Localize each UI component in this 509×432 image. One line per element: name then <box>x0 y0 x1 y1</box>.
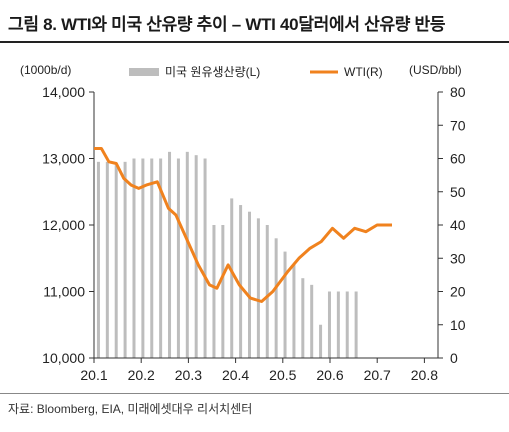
production-bar <box>221 225 225 358</box>
production-bar <box>345 291 349 358</box>
wti-line <box>94 147 392 303</box>
right-tick-label: 50 <box>450 184 466 200</box>
production-bar <box>265 225 269 358</box>
production-bar <box>319 324 323 358</box>
x-tick-label: 20.7 <box>364 367 391 383</box>
left-axis-unit: (1000b/d) <box>20 63 71 77</box>
production-bar <box>310 284 314 358</box>
left-tick-label: 11,000 <box>43 284 85 300</box>
production-bar <box>301 278 305 358</box>
production-bar <box>168 151 172 358</box>
x-tick-label: 20.3 <box>175 367 202 383</box>
production-bar <box>274 238 278 358</box>
production-bar <box>123 161 127 358</box>
right-tick-label: 10 <box>450 317 466 333</box>
production-bar <box>354 291 358 358</box>
production-bar <box>336 291 340 358</box>
right-tick-label: 30 <box>450 250 466 266</box>
source-divider <box>0 393 509 394</box>
production-bar <box>132 158 136 358</box>
x-tick-label: 20.5 <box>269 367 296 383</box>
legend-line-label: WTI(R) <box>344 65 383 79</box>
production-bar <box>185 151 189 358</box>
x-tick-label: 20.8 <box>411 367 438 383</box>
right-tick-label: 70 <box>450 117 466 133</box>
chart-title-row: 그림 8. WTI와 미국 산유량 추이 – WTI 40달러에서 산유량 반등 <box>0 0 509 44</box>
title-divider <box>0 41 509 43</box>
x-tick-label: 20.2 <box>128 367 155 383</box>
production-bar <box>96 161 100 358</box>
source-note: 자료: Bloomberg, EIA, 미래에셋대우 리서치센터 <box>8 402 253 416</box>
legend-bar-label: 미국 원유생산량(L) <box>165 65 260 79</box>
x-tick-label: 20.4 <box>222 367 249 383</box>
left-tick-label: 13,000 <box>42 151 85 167</box>
production-bar <box>176 158 180 358</box>
production-bar <box>256 218 260 358</box>
production-bar <box>327 291 331 358</box>
x-tick-label: 20.6 <box>316 367 343 383</box>
right-tick-label: 40 <box>450 217 466 233</box>
right-tick-label: 20 <box>450 284 466 300</box>
production-bar <box>159 158 163 358</box>
chart: (1000b/d) (USD/bbl) 미국 원유생산량(L) WTI(R) 10,00… <box>20 63 466 383</box>
right-tick-label: 80 <box>450 84 466 100</box>
production-bar <box>141 158 145 358</box>
x-tick-label: 20.1 <box>80 367 107 383</box>
left-tick-label: 12,000 <box>42 217 85 233</box>
production-bar <box>239 205 243 358</box>
production-bar <box>283 251 287 358</box>
production-bar <box>105 161 109 358</box>
left-tick-label: 14,000 <box>42 84 85 100</box>
production-bar <box>114 165 118 358</box>
legend-bar-swatch <box>129 68 159 76</box>
chart-title: 그림 8. WTI와 미국 산유량 추이 – WTI 40달러에서 산유량 반등 <box>8 15 446 34</box>
right-tick-label: 0 <box>450 350 458 366</box>
production-bar <box>292 264 296 358</box>
right-tick-label: 60 <box>450 151 466 167</box>
production-bar <box>212 225 216 358</box>
production-bar <box>203 158 207 358</box>
production-bar <box>230 198 234 358</box>
right-axis-unit: (USD/bbl) <box>409 63 462 77</box>
left-tick-label: 10,000 <box>42 350 85 366</box>
production-bar <box>248 211 251 358</box>
production-bar <box>150 158 154 358</box>
